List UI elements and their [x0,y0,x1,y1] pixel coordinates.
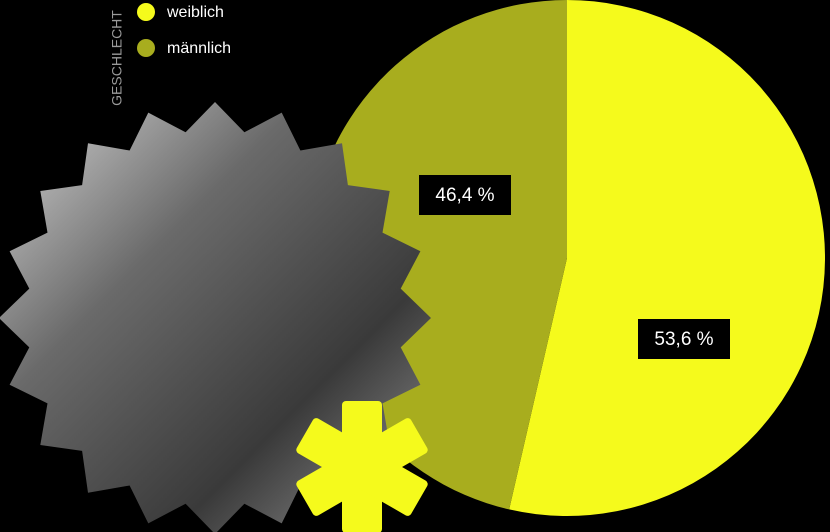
legend-title: GESCHLECHT [109,10,125,106]
legend-label: weiblich [166,4,224,21]
value-label: 46,4 % [435,185,494,206]
legend-dot [137,3,155,21]
legend-label: männlich [167,40,231,57]
chart: GESCHLECHT weiblich männlich 53,6 % 46,4 % [0,0,830,532]
legend-dot [137,39,155,57]
value-label: 53,6 % [654,329,713,350]
legend: weiblich männlich [137,3,231,57]
